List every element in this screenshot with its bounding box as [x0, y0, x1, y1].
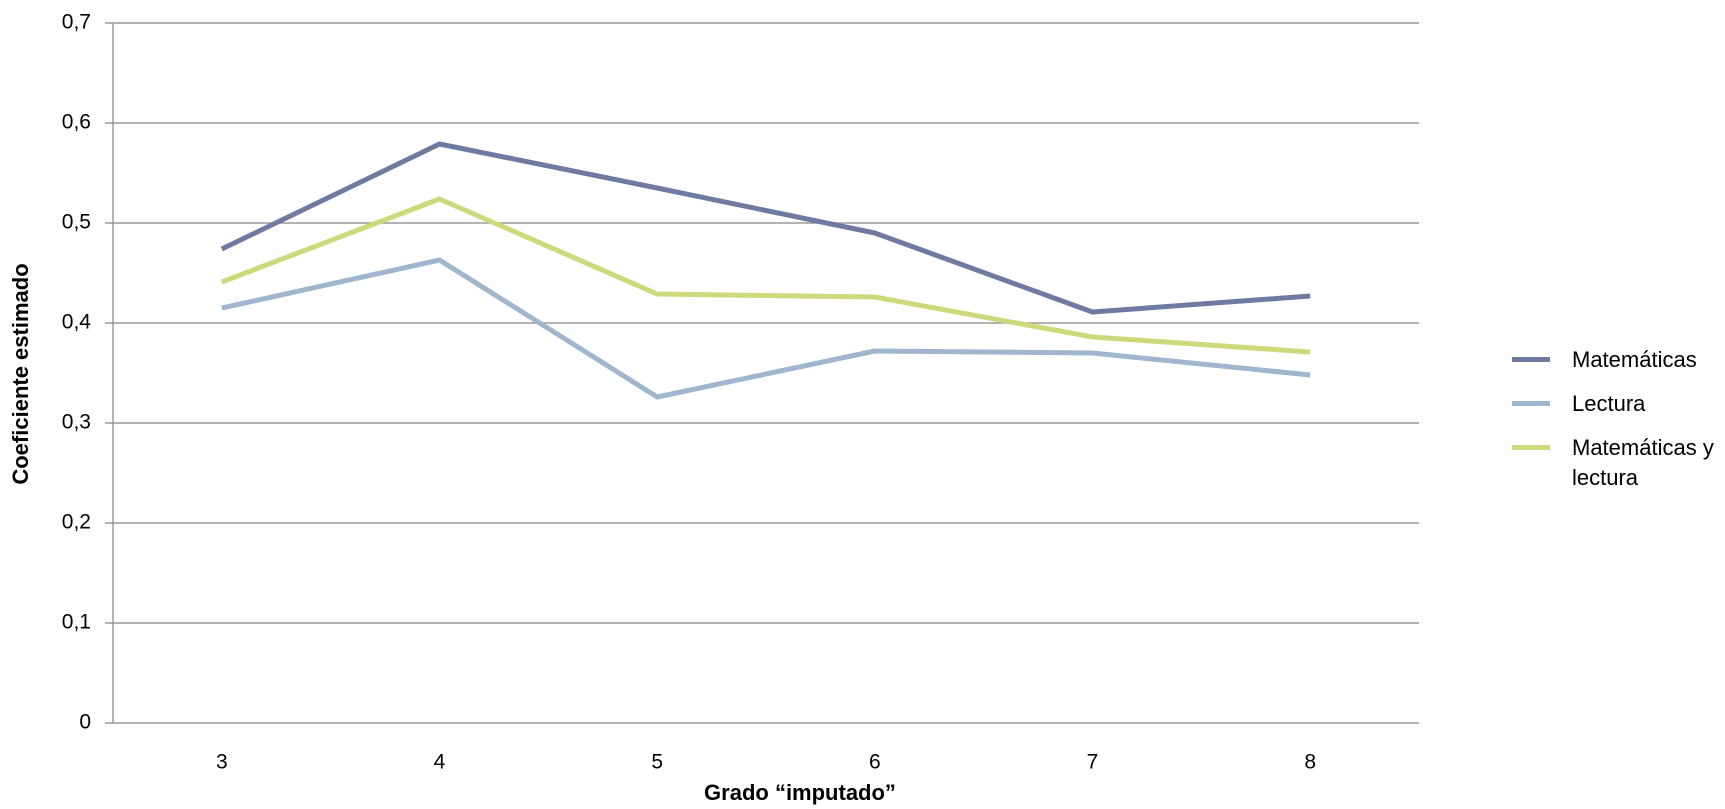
y-tick-label: 0,1 [62, 611, 91, 634]
legend-item: Matemáticas y lectura [1512, 433, 1722, 493]
series-line [220, 196, 1311, 355]
legend-item: Lectura [1512, 389, 1722, 419]
legend-label: Lectura [1572, 391, 1646, 416]
y-tick-label: 0,6 [62, 111, 91, 134]
legend-label: Matemáticas y lectura [1572, 435, 1714, 490]
y-tick-label: 0,5 [62, 211, 91, 234]
legend-item: Matemáticas [1512, 345, 1722, 375]
x-tick-label: 7 [1087, 751, 1099, 774]
x-tick-label: 6 [869, 751, 881, 774]
y-tick-label: 0,2 [62, 511, 91, 534]
legend-label: Matemáticas [1572, 347, 1697, 372]
x-tick-label: 4 [434, 751, 446, 774]
series-line [221, 257, 1311, 400]
y-tick-label: 0 [79, 711, 91, 734]
y-axis-title: Coeficiente estimado [8, 263, 33, 484]
x-axis-title: Grado “imputado” [704, 780, 896, 805]
series-line [220, 141, 1311, 315]
x-tick-label: 5 [651, 751, 663, 774]
legend: Matemáticas Lectura Matemáticas y lectura [1512, 345, 1722, 507]
y-tick-label: 0,4 [62, 311, 92, 334]
legend-swatch [1512, 357, 1550, 362]
legend-swatch [1512, 445, 1550, 450]
x-tick-label: 8 [1304, 751, 1316, 774]
legend-swatch [1512, 401, 1550, 406]
y-tick-label: 0,3 [62, 411, 91, 434]
y-tick-label: 0,7 [62, 11, 91, 34]
x-tick-label: 3 [216, 751, 228, 774]
